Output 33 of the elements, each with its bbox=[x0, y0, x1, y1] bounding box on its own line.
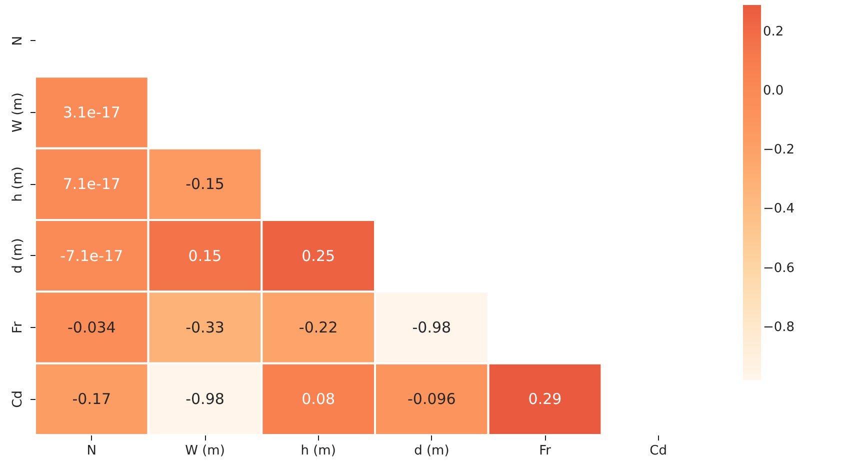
color-bar-label: 0.0 bbox=[763, 84, 784, 99]
data-label: -0.096 bbox=[407, 390, 456, 408]
x-tick-label: Cd bbox=[650, 444, 668, 458]
y-tick-label: h (m) bbox=[10, 166, 26, 202]
data-label: -0.15 bbox=[186, 175, 224, 194]
color-bar-label: 0.2 bbox=[763, 24, 784, 40]
y-tick-label: Fr bbox=[10, 320, 26, 334]
data-label: 0.29 bbox=[528, 390, 562, 408]
y-tick-label: Cd bbox=[10, 390, 26, 408]
color-bar-label: −0.4 bbox=[763, 202, 795, 217]
data-label: -0.98 bbox=[412, 318, 452, 336]
x-tick-label: W (m) bbox=[185, 444, 225, 458]
x-tick-label: Fr bbox=[539, 444, 552, 458]
data-label: -0.33 bbox=[186, 318, 224, 336]
data-label: -0.17 bbox=[72, 390, 112, 408]
color-bar-label: −0.8 bbox=[763, 320, 795, 335]
data-label: 0.08 bbox=[302, 390, 336, 408]
data-label: 0.25 bbox=[302, 246, 336, 265]
y-tick-label: N bbox=[10, 36, 26, 46]
data-label: -7.1e-17 bbox=[60, 246, 124, 265]
data-label: 3.1e-17 bbox=[62, 104, 120, 122]
x-tick-label: d (m) bbox=[414, 444, 450, 458]
y-tick-label: W (m) bbox=[10, 92, 26, 132]
data-label: 0.15 bbox=[188, 246, 222, 265]
data-label: -0.034 bbox=[67, 318, 116, 336]
y-tick-label: d (m) bbox=[10, 238, 26, 274]
x-tick-label: N bbox=[86, 444, 97, 458]
x-tick-label: h (m) bbox=[300, 444, 336, 458]
color-bar-label: −0.6 bbox=[763, 260, 795, 276]
data-label: 7.1e-17 bbox=[62, 175, 120, 194]
color-bar-label: −0.2 bbox=[763, 142, 795, 158]
data-label: -0.22 bbox=[298, 318, 338, 336]
data-label: -0.98 bbox=[186, 390, 224, 408]
